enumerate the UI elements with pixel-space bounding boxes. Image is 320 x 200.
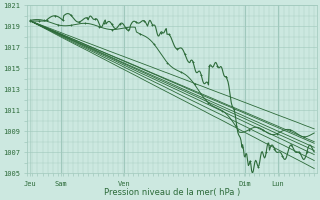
X-axis label: Pression niveau de la mer( hPa ): Pression niveau de la mer( hPa ) [104,188,240,197]
